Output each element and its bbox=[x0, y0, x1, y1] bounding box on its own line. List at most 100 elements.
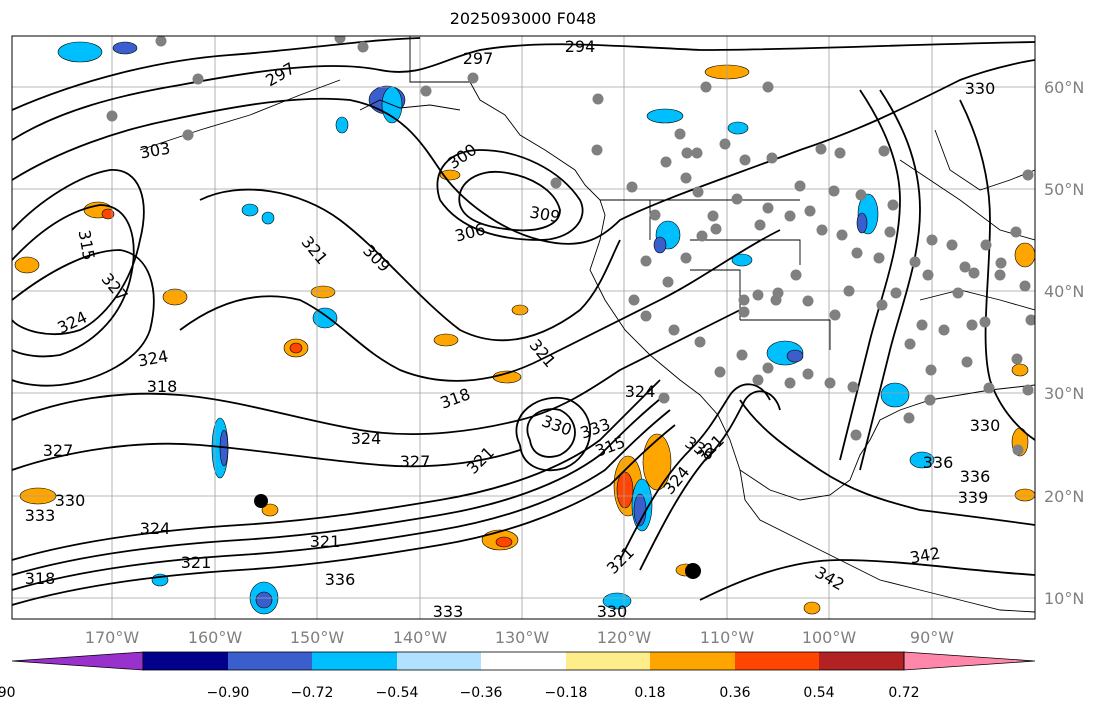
contour-label: 336 bbox=[923, 453, 954, 472]
theta-contours bbox=[12, 37, 1035, 606]
station-dot bbox=[909, 256, 921, 268]
station-dot bbox=[752, 289, 764, 301]
station-dot bbox=[106, 110, 118, 122]
station-dot bbox=[922, 269, 934, 281]
station-dot bbox=[959, 261, 971, 273]
latitude-label: 10°N bbox=[1044, 589, 1084, 608]
station-dot bbox=[802, 295, 814, 307]
contour-label: 330 bbox=[970, 416, 1001, 435]
shading-patch bbox=[731, 253, 753, 267]
station-dot bbox=[738, 294, 750, 306]
shading-patch bbox=[312, 307, 338, 329]
station-dot bbox=[736, 349, 748, 361]
colorbar-tick-label: 0.18 bbox=[634, 685, 665, 701]
shading-patch bbox=[909, 451, 935, 469]
shading-patch bbox=[880, 382, 910, 408]
colorbar-tick-labels: −0.90 −0.72 −0.54 −0.36 −0.18 0.18 0.36 0.54 0.7… bbox=[0, 685, 920, 701]
contour-label: 327 bbox=[43, 441, 74, 460]
station-dot bbox=[754, 219, 766, 231]
station-dot bbox=[640, 310, 652, 322]
station-dot bbox=[847, 381, 859, 393]
shading-patch bbox=[495, 536, 513, 548]
station-dot bbox=[692, 186, 704, 198]
station-dot bbox=[878, 145, 890, 157]
station-dot bbox=[592, 93, 604, 105]
latitude-label: 20°N bbox=[1044, 487, 1084, 506]
station-dot bbox=[802, 368, 814, 380]
contour-line bbox=[12, 394, 666, 576]
contour-line bbox=[526, 408, 576, 458]
station-dot bbox=[851, 247, 863, 259]
station-dot-highlight bbox=[685, 563, 701, 579]
station-dot bbox=[924, 394, 936, 406]
station-dot bbox=[850, 429, 862, 441]
latitude-label: 50°N bbox=[1044, 180, 1084, 199]
latitude-label: 40°N bbox=[1044, 282, 1084, 301]
contour-line bbox=[12, 41, 1035, 141]
contour-line bbox=[959, 99, 1035, 441]
contour-line bbox=[436, 149, 584, 241]
station-dot bbox=[719, 138, 731, 150]
contour-label: 327 bbox=[400, 452, 431, 471]
station-dot bbox=[916, 319, 928, 331]
coastlines bbox=[139, 36, 1035, 613]
station-dot bbox=[739, 154, 751, 166]
shading-patch bbox=[261, 211, 275, 225]
station-dot bbox=[467, 72, 479, 84]
shading-patch bbox=[616, 471, 634, 509]
shading-patch bbox=[241, 203, 259, 217]
shading-patch bbox=[1014, 488, 1035, 502]
station-dot bbox=[790, 269, 802, 281]
station-dot bbox=[794, 180, 806, 192]
shading-patch bbox=[646, 108, 684, 124]
station-dot bbox=[658, 392, 670, 404]
station-dot bbox=[649, 209, 661, 221]
colorbar-extend-high bbox=[903, 651, 1036, 671]
station-dot bbox=[884, 226, 896, 238]
latitude-label: 30°N bbox=[1044, 384, 1084, 403]
station-dot bbox=[994, 269, 1006, 281]
station-dot bbox=[752, 374, 764, 386]
contour-line bbox=[199, 188, 621, 342]
shading-patch bbox=[1014, 242, 1035, 268]
station-dot bbox=[155, 36, 167, 47]
station-dot bbox=[680, 252, 692, 264]
contour-label: 333 bbox=[25, 506, 56, 525]
contour-line bbox=[12, 424, 676, 606]
contour-label: 294 bbox=[565, 37, 596, 56]
longitude-label: 170°W bbox=[85, 628, 140, 647]
station-dot bbox=[662, 276, 674, 288]
station-dot bbox=[714, 366, 726, 378]
station-dot bbox=[1010, 226, 1022, 238]
contour-line bbox=[12, 169, 145, 335]
station-dot bbox=[626, 181, 638, 193]
colorbar-extend-low bbox=[11, 651, 144, 671]
shading-patch bbox=[14, 256, 40, 274]
station-dot bbox=[816, 224, 828, 236]
shading-patch bbox=[511, 304, 529, 316]
station-dot bbox=[995, 257, 1007, 269]
station-dot bbox=[731, 193, 743, 205]
station-dot bbox=[550, 177, 562, 189]
station-dot bbox=[700, 81, 712, 93]
contour-label: 318 bbox=[25, 569, 56, 588]
station-dot bbox=[855, 189, 867, 201]
shading-patch bbox=[162, 288, 188, 306]
station-dot bbox=[836, 229, 848, 241]
colorbar-segment bbox=[228, 652, 312, 670]
colorbar-segment bbox=[735, 652, 819, 670]
contour-label: 336 bbox=[960, 467, 991, 486]
longitude-axis: 170°W 160°W 150°W 140°W 130°W 120°W 110°W 100°W… bbox=[85, 628, 954, 647]
grid-lines bbox=[12, 36, 1035, 619]
contour-label: 324 bbox=[351, 429, 382, 448]
longitude-label: 90°W bbox=[910, 628, 954, 647]
colorbar-tick-label: −0.54 bbox=[376, 685, 419, 701]
shading-patch bbox=[255, 591, 273, 609]
shading-patch bbox=[335, 116, 349, 134]
shading-patch bbox=[289, 342, 303, 354]
shading-patch bbox=[433, 333, 459, 347]
station-dot bbox=[966, 319, 978, 331]
shading-patch bbox=[261, 503, 279, 517]
longitude-label: 140°W bbox=[393, 628, 448, 647]
shading-patch bbox=[856, 212, 868, 234]
